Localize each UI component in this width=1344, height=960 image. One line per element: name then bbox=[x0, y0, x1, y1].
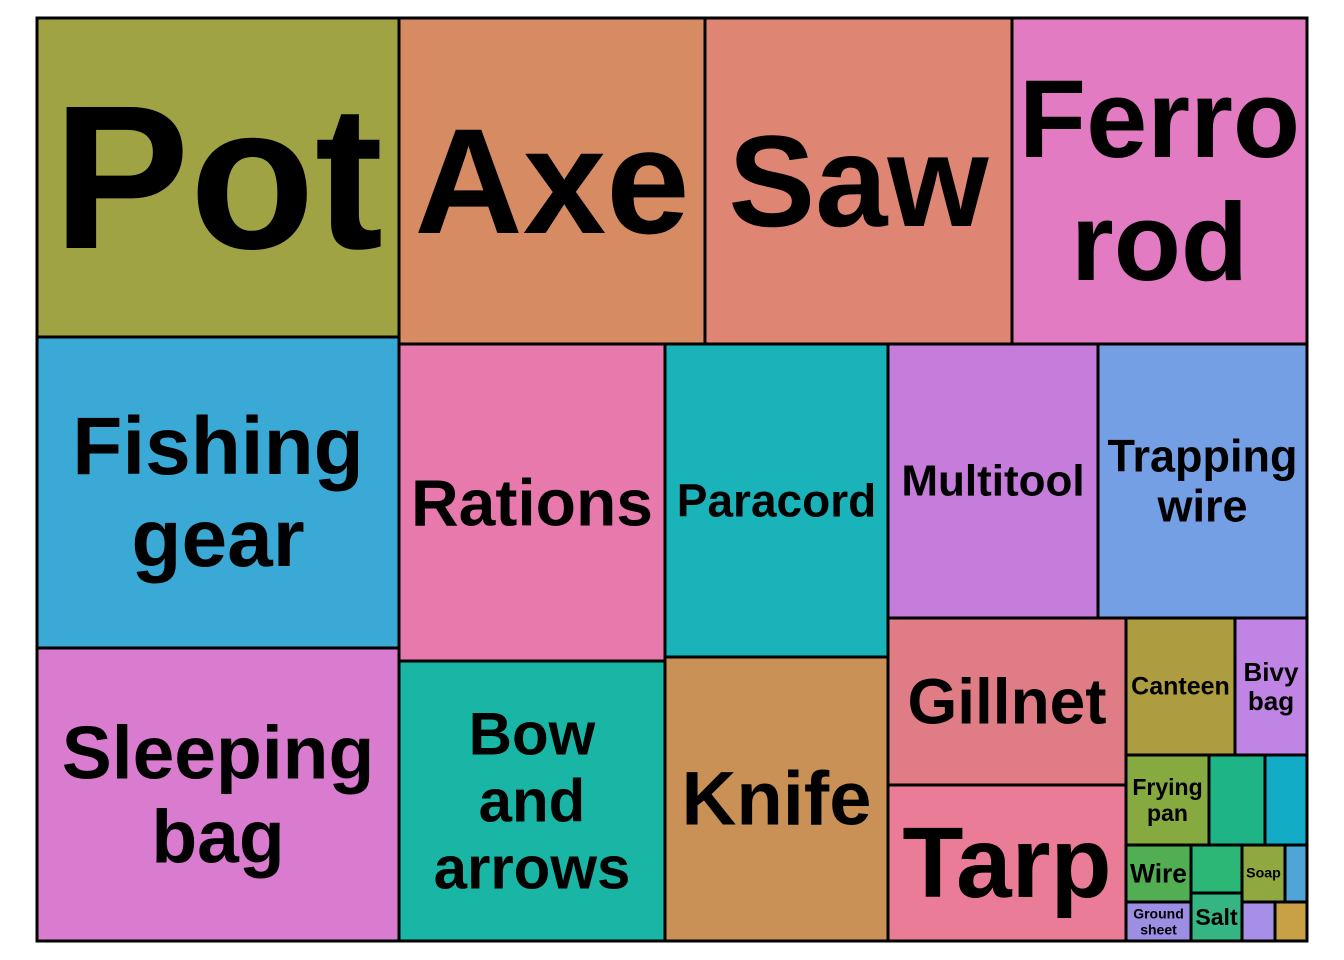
tile-label-saw: Saw bbox=[728, 108, 989, 254]
tile-knife bbox=[663, 655, 890, 943]
tile-axe bbox=[397, 16, 707, 346]
tile-label-multitool: Multitool bbox=[901, 457, 1084, 506]
tile-label-gillnet: Gillnet bbox=[907, 666, 1106, 738]
tile-gillnet bbox=[886, 616, 1128, 787]
tile-unlabeled-17 bbox=[1207, 753, 1267, 847]
tile-label-wire: Wire bbox=[1130, 859, 1187, 889]
tile-fishing-gear bbox=[35, 335, 401, 650]
tile-label-sleeping-bag: Sleeping bag bbox=[62, 711, 375, 879]
tile-label-tarp: Tarp bbox=[902, 807, 1111, 919]
tile-unlabeled-26 bbox=[1273, 900, 1309, 943]
tile-paracord bbox=[663, 342, 890, 659]
tile-label-axe: Axe bbox=[414, 97, 689, 265]
tile-label-paracord: Paracord bbox=[677, 475, 876, 527]
tile-unlabeled-25 bbox=[1240, 900, 1277, 943]
tile-label-soap: Soap bbox=[1246, 866, 1281, 882]
tile-trapping-wire bbox=[1096, 342, 1309, 620]
tile-label-bivy-bag: Bivy bag bbox=[1244, 657, 1299, 716]
tile-label-canteen: Canteen bbox=[1131, 673, 1230, 701]
tile-label-fishing-gear: Fishing gear bbox=[72, 401, 364, 584]
tile-label-frying-pan: Frying pan bbox=[1132, 774, 1202, 826]
tile-bow-and-arrows bbox=[397, 659, 667, 943]
tile-label-ferro-rod: Ferro rod bbox=[1019, 58, 1300, 304]
treemap-tiles: Pot Axe Saw Ferro rod Fishing gear Rations Parac… bbox=[35, 16, 1309, 943]
tile-unlabeled-20 bbox=[1189, 843, 1244, 895]
tile-unlabeled-18 bbox=[1263, 753, 1309, 847]
tile-unlabeled-22 bbox=[1283, 843, 1309, 904]
tile-label-salt: Salt bbox=[1195, 904, 1238, 930]
tile-label-knife: Knife bbox=[682, 757, 872, 842]
tile-label-pot: Pot bbox=[53, 63, 383, 292]
tile-label-rations: Rations bbox=[411, 466, 653, 540]
tile-label-ground-sheet: Ground sheet bbox=[1133, 906, 1184, 938]
tile-wire bbox=[1124, 843, 1193, 904]
tile-tarp bbox=[886, 783, 1128, 943]
tile-pot bbox=[35, 16, 401, 339]
tile-ferro-rod bbox=[1010, 16, 1309, 346]
tile-label-trapping-wire: Trapping wire bbox=[1108, 430, 1298, 531]
tile-label-bow-and-arrows: Bow and arrows bbox=[434, 700, 631, 901]
treemap-frame bbox=[35, 16, 1309, 943]
tile-frying-pan bbox=[1124, 753, 1211, 847]
